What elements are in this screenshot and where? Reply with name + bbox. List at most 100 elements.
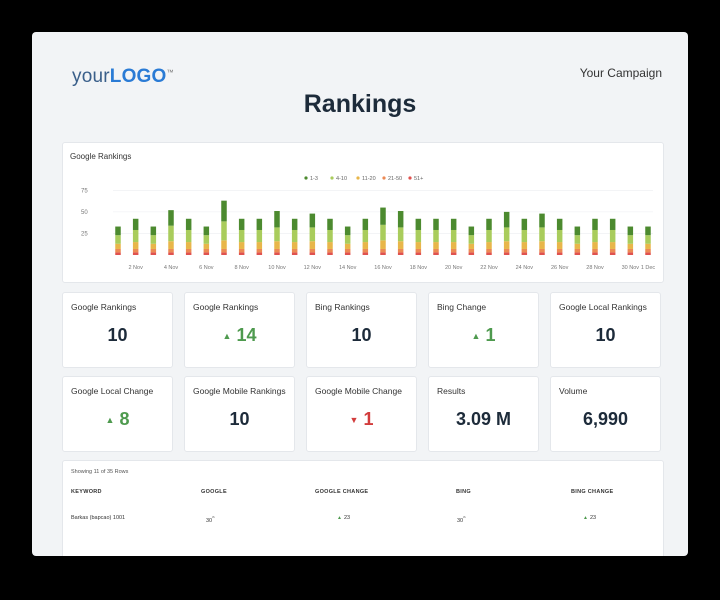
- stat-value: 6,990: [551, 409, 660, 430]
- bar-segment-21-50: [327, 248, 333, 253]
- stat-card-google-rankings-0: Google Rankings 10: [62, 292, 173, 368]
- bar-segment-51plus: [291, 252, 298, 255]
- stat-label: Google Local Rankings: [559, 302, 647, 312]
- bar-segment-21-50: [274, 248, 280, 253]
- bar-segment-21-50: [592, 248, 598, 253]
- bar-segment-1-3: [450, 218, 457, 230]
- legend-swatch: [408, 176, 412, 180]
- bar-segment-21-50: [238, 248, 245, 253]
- bar-segment-1-3: [521, 218, 528, 230]
- bar-segment-11-20: [415, 242, 422, 249]
- page-title: Rankings: [303, 90, 417, 118]
- bar-segment-4-10: [397, 227, 404, 242]
- stat-value: ▲ 1: [429, 325, 538, 346]
- bar-segment-51plus: [468, 252, 475, 255]
- bar-segment-21-50: [291, 248, 298, 253]
- bar-segment-51plus: [450, 252, 457, 255]
- bar-segment-11-20: [574, 243, 581, 249]
- bar-segment-11-20: [645, 243, 651, 249]
- bar-segment-51plus: [609, 252, 616, 255]
- bar-segment-11-20: [256, 242, 263, 249]
- bar-segment-4-10: [521, 229, 528, 243]
- bar-segment-51plus: [627, 252, 634, 255]
- x-tick-label: 1 Dec: [641, 265, 656, 271]
- bar-segment-1-3: [415, 218, 422, 230]
- bar-segment-4-10: [503, 227, 510, 242]
- bar-segment-51plus: [309, 252, 316, 255]
- bar-segment-1-3: [397, 211, 404, 228]
- col-header-keyword[interactable]: KEYWORD: [71, 489, 102, 495]
- report-page: yourLOGO™ Your Campaign Rankings Google …: [32, 32, 688, 556]
- legend-label: 51+: [414, 176, 423, 182]
- bar-segment-11-20: [397, 241, 404, 249]
- up-arrow-icon: ▲: [583, 515, 588, 521]
- bar-segment-11-20: [539, 241, 545, 249]
- stat-label: Bing Change: [437, 302, 487, 312]
- bar-segment-51plus: [115, 252, 121, 255]
- stat-value: 10: [63, 325, 172, 346]
- bar-segment-51plus: [327, 252, 333, 255]
- bar-segment-1-3: [645, 226, 651, 236]
- bar-segment-1-3: [150, 226, 157, 236]
- bar-segment-11-20: [380, 240, 386, 249]
- stat-card-google-mobile-change-7: Google Mobile Change ▼ 1: [306, 376, 417, 452]
- trend-up-icon: ▲: [471, 331, 481, 341]
- bar-segment-51plus: [397, 252, 404, 255]
- bar-segment-51plus: [592, 252, 598, 255]
- bar-segment-11-20: [556, 242, 563, 249]
- bar-segment-4-10: [168, 225, 174, 242]
- bar-segment-51plus: [539, 252, 545, 255]
- bar-segment-4-10: [309, 227, 316, 242]
- bar-segment-51plus: [168, 252, 174, 255]
- stat-label: Google Mobile Change: [315, 386, 402, 396]
- col-header-bing[interactable]: BING: [456, 489, 471, 495]
- bar-segment-11-20: [115, 243, 121, 249]
- bar-segment-4-10: [415, 229, 422, 243]
- cell-google-change: ▲ 23: [337, 515, 351, 521]
- cell-bing: 30ᵗʰ: [457, 515, 466, 524]
- bar-segment-51plus: [486, 252, 492, 255]
- up-arrow-icon: ▲: [337, 515, 342, 521]
- bar-segment-4-10: [274, 227, 280, 242]
- stat-number: 8: [119, 409, 130, 429]
- campaign-name: Your Campaign: [579, 66, 662, 80]
- bar-segment-11-20: [344, 243, 351, 249]
- bar-segment-1-3: [592, 218, 598, 230]
- col-header-bing-change[interactable]: BING CHANGE: [571, 489, 614, 495]
- stat-number: 1: [485, 325, 496, 345]
- bar-segment-21-50: [486, 248, 492, 253]
- bar-segment-11-20: [203, 243, 210, 249]
- bar-segment-11-20: [221, 240, 227, 249]
- legend-label: 1-3: [310, 176, 318, 182]
- bar-segment-1-3: [221, 200, 227, 222]
- bar-segment-11-20: [291, 242, 298, 249]
- bar-segment-21-50: [309, 248, 316, 253]
- bar-segment-21-50: [362, 248, 369, 253]
- bar-segment-11-20: [132, 242, 139, 249]
- y-tick-label: 75: [81, 188, 88, 194]
- bar-segment-11-20: [327, 242, 333, 249]
- bar-segment-51plus: [415, 252, 422, 255]
- bar-segment-4-10: [574, 235, 581, 244]
- x-tick-label: 24 Nov: [516, 265, 534, 271]
- bar-segment-11-20: [150, 243, 157, 249]
- bar-segment-11-20: [450, 242, 457, 249]
- bar-segment-51plus: [380, 252, 386, 255]
- x-tick-label: 18 Nov: [410, 265, 428, 271]
- bar-segment-21-50: [468, 248, 475, 253]
- bar-segment-51plus: [150, 252, 157, 255]
- bar-segment-51plus: [256, 252, 263, 255]
- stat-number: 10: [595, 325, 616, 345]
- stat-number: 3.09 M: [455, 409, 512, 429]
- bar-segment-4-10: [627, 235, 634, 244]
- bar-segment-11-20: [274, 241, 280, 249]
- bar-segment-21-50: [168, 248, 174, 253]
- stat-number: 10: [229, 409, 250, 429]
- col-header-google[interactable]: GOOGLE: [201, 489, 227, 495]
- x-tick-label: 26 Nov: [551, 265, 569, 271]
- bar-segment-51plus: [503, 252, 510, 255]
- col-header-google-change[interactable]: GOOGLE CHANGE: [315, 489, 369, 495]
- bar-segment-51plus: [203, 252, 210, 255]
- bar-segment-21-50: [344, 248, 351, 253]
- legend-label: 11-20: [362, 176, 376, 182]
